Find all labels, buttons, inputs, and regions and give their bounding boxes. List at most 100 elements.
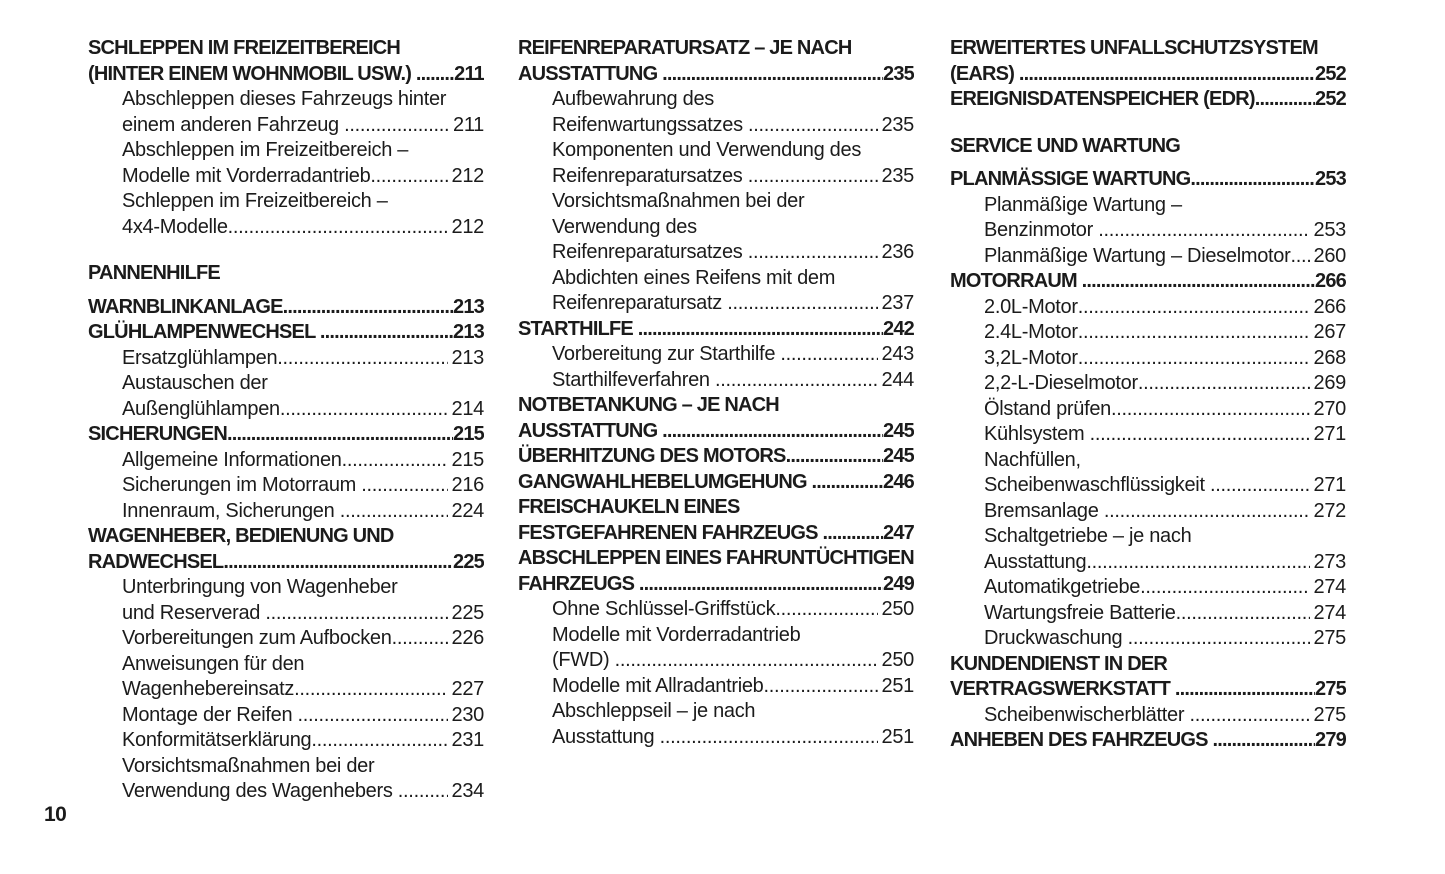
toc-leader-dots <box>639 572 883 598</box>
toc-entry: Bremsanlage 272 <box>950 499 1346 525</box>
toc-entry: 2.0L-Motor 266 <box>950 295 1346 321</box>
toc-line: WAGENHEBER, BEDIENUNG UND <box>88 524 484 550</box>
toc-line-text: Komponenten und Verwendung des <box>552 139 862 161</box>
toc-line-text: Verwendung des Wagenhebers <box>122 780 398 802</box>
toc-leader-dots <box>228 215 448 241</box>
toc-line: Reifenreparatursatz 237 <box>552 291 914 317</box>
toc-line-text: Modelle mit Vorderradantrieb <box>552 623 801 646</box>
toc-line-text: Anweisungen für den <box>122 652 305 675</box>
toc-leader-dots <box>662 62 883 88</box>
toc-entry: Montage der Reifen 230 <box>88 703 484 729</box>
toc-page-ref: 251 <box>881 725 914 748</box>
toc-line: Reifenreparatursatzes 236 <box>552 240 914 266</box>
toc-line: EREIGNISDATENSPEICHER (EDR) 252 <box>950 87 1346 113</box>
toc-leader-dots <box>660 725 878 751</box>
toc-leader-dots <box>223 550 453 576</box>
toc-leader-dots <box>361 473 447 499</box>
toc-entry: STARTHILFE 242 <box>518 317 914 343</box>
toc-leader-dots <box>715 368 878 394</box>
toc-page-ref: 269 <box>1313 372 1346 394</box>
toc-entry: Nachfüllen,Scheibenwaschflüssigkeit 271 <box>950 448 1346 499</box>
toc-line: Vorsichtsmaßnahmen bei der <box>552 189 914 215</box>
toc-page-ref: 274 <box>1313 576 1346 598</box>
toc-line: Starthilfeverfahren 244 <box>552 368 914 394</box>
toc-line-text: Unterbringung von Wagenheber <box>122 576 398 598</box>
toc-line-text: Planmäßige Wartung – Dieselmotor <box>984 244 1291 267</box>
toc-line: Vorbereitung zur Starthilfe 243 <box>552 342 914 368</box>
toc-line: Vorsichtsmaßnahmen bei der <box>122 754 484 780</box>
toc-leader-dots <box>265 601 447 627</box>
toc-line-text: Ölstand prüfen <box>984 397 1111 420</box>
toc-line-text: Vorbereitung zur Starthilfe <box>552 343 781 365</box>
toc-line-text: Nachfüllen, <box>984 448 1081 471</box>
toc-line-text: WAGENHEBER, BEDIENUNG UND <box>88 525 394 547</box>
toc-entry: Modelle mit Vorderradantrieb(FWD) 250 <box>518 623 914 674</box>
toc-leader-dots <box>727 291 877 317</box>
toc-entry: Planmäßige Wartung – Dieselmotor 260 <box>950 244 1346 270</box>
toc-line-text: Planmäßige Wartung – <box>984 193 1182 216</box>
toc-line-text: ÜBERHITZUNG DES MOTORS <box>518 445 786 467</box>
toc-page-ref: 267 <box>1313 321 1346 343</box>
toc-entry: Scheibenwischerblätter 275 <box>950 703 1346 729</box>
toc-page-ref: 268 <box>1313 346 1346 369</box>
toc-line-text: Außenglühlampen <box>122 397 280 420</box>
toc-leader-dots <box>822 521 883 547</box>
toc-line-text: Vorsichtsmaßnahmen bei der <box>552 190 805 212</box>
toc-page-ref: 266 <box>1315 270 1346 292</box>
toc-line: VERTRAGSWERKSTATT 275 <box>950 677 1346 703</box>
toc-line-text: Vorbereitungen zum Aufbocken <box>122 627 392 649</box>
toc-leader-dots <box>1111 397 1310 423</box>
toc-line: einem anderen Fahrzeug 211 <box>122 113 484 139</box>
toc-entry: PLANMÄSSIGE WARTUNG 253 <box>950 167 1346 193</box>
toc-line-text: EREIGNISDATENSPEICHER (EDR) <box>950 88 1256 110</box>
toc-page-ref: 253 <box>1315 168 1346 190</box>
toc-line: Scheibenwischerblätter 275 <box>984 703 1346 729</box>
toc-line-text: Abschleppseil – je nach <box>552 700 756 722</box>
toc-line: Ersatzglühlampen 213 <box>122 346 484 372</box>
toc-line: Abschleppen im Freizeitbereich – <box>122 138 484 164</box>
toc-leader-dots <box>1190 167 1315 193</box>
toc-line: WARNBLINKANLAGE 213 <box>88 295 484 321</box>
toc-leader-dots <box>1086 550 1309 576</box>
toc-page-ref: 273 <box>1313 550 1346 573</box>
toc-page-ref: 260 <box>1313 244 1346 267</box>
toc-line-text: Verwendung des <box>552 215 697 238</box>
toc-line-text: Allgemeine Informationen <box>122 448 342 471</box>
toc-entry: Ersatzglühlampen 213 <box>88 346 484 372</box>
toc-line: Konformitätserklärung 231 <box>122 728 484 754</box>
toc-page-ref: 213 <box>453 321 484 343</box>
toc-entry: ABSCHLEPPEN EINES FAHRUNTÜCHTIGEN FAHRZEU… <box>518 546 914 597</box>
toc-line: Schleppen im Freizeitbereich – <box>122 189 484 215</box>
toc-leader-dots <box>294 677 447 703</box>
toc-line: KUNDENDIENST IN DER <box>950 652 1346 678</box>
toc-leader-dots <box>398 779 448 805</box>
toc-entry: 2,2-L-Dieselmotor 269 <box>950 371 1346 397</box>
toc-page-ref: 250 <box>881 649 914 671</box>
toc-line: PLANMÄSSIGE WARTUNG 253 <box>950 167 1346 193</box>
toc-leader-dots <box>638 317 883 343</box>
toc-line: Ausstattung 251 <box>552 725 914 751</box>
toc-page-ref: 271 <box>1313 474 1346 496</box>
toc-leader-dots <box>1078 346 1310 372</box>
toc-section-header: SERVICE UND WARTUNG <box>950 134 1181 157</box>
toc-line: Benzinmotor 253 <box>984 218 1346 244</box>
toc-line-text: Aufbewahrung des <box>552 88 714 110</box>
toc-entry: Sicherungen im Motorraum 216 <box>88 473 484 499</box>
toc-page-ref: 236 <box>881 241 914 263</box>
toc-line-text: Ohne Schlüssel-Griffstück <box>552 598 776 620</box>
toc-line: MOTORRAUM 266 <box>950 269 1346 295</box>
toc-page-ref: 215 <box>451 448 484 471</box>
toc-page-ref: 225 <box>451 601 484 624</box>
toc-page-ref: 230 <box>451 703 484 726</box>
toc-line-text: Sicherungen im Motorraum <box>122 474 362 496</box>
toc-entry: EREIGNISDATENSPEICHER (EDR) 252 <box>950 87 1346 113</box>
toc-line: 2,2-L-Dieselmotor 269 <box>984 371 1346 397</box>
toc-line: (FWD) 250 <box>552 648 914 674</box>
toc-entry: Abschleppen im Freizeitbereich – Modelle … <box>88 138 484 189</box>
toc-page-ref: 231 <box>451 729 484 751</box>
toc-line: 3,2L-Motor 268 <box>984 346 1346 372</box>
toc-page-ref: 242 <box>883 317 914 340</box>
toc-line-text: Wagenhebereinsatz <box>122 678 295 700</box>
toc-page-ref: 224 <box>451 499 484 522</box>
toc-leader-dots <box>1019 62 1315 88</box>
